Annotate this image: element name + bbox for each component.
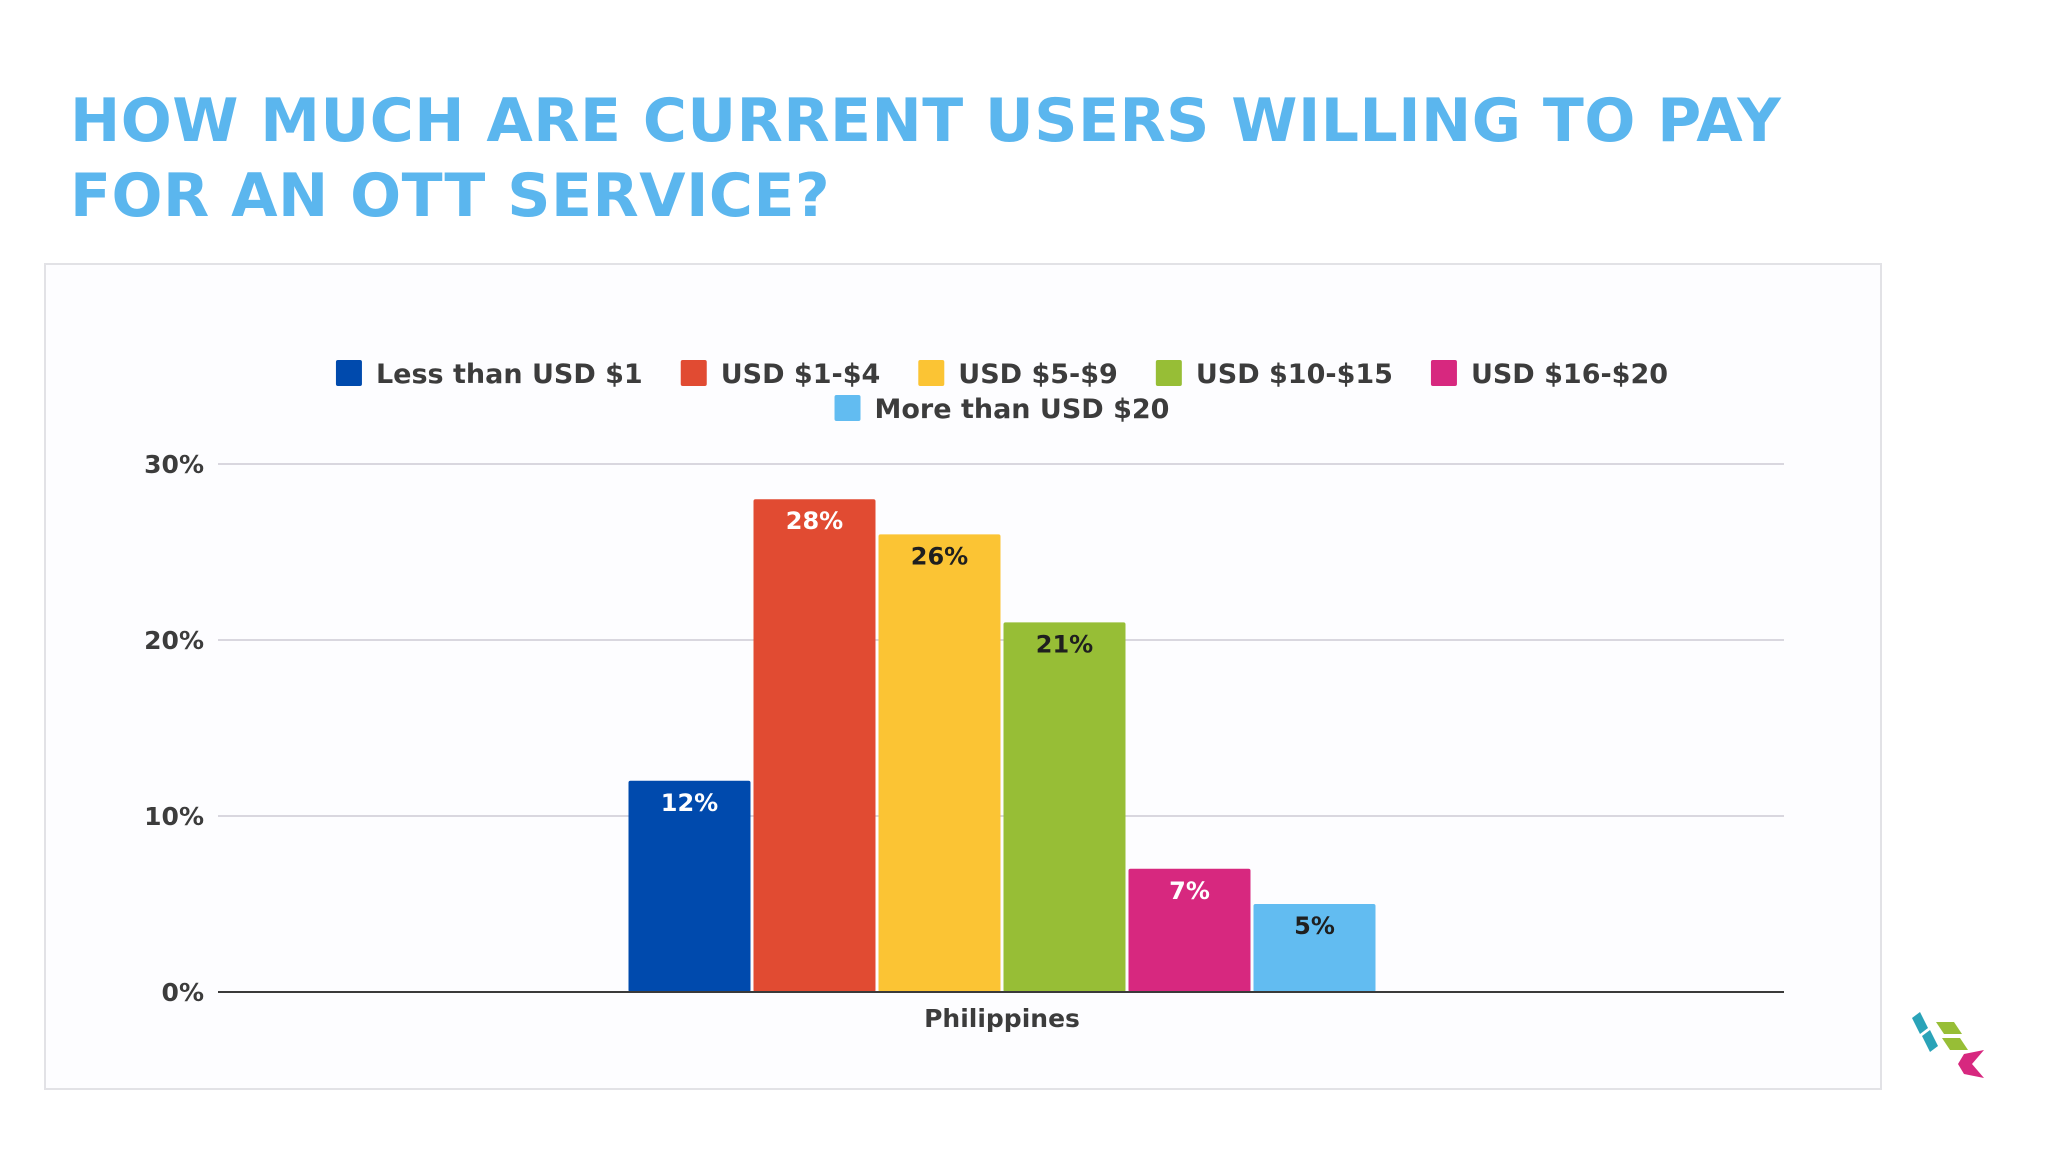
bars: 12% 28% 26% 21% 7% 5% (628, 499, 1376, 992)
bar-data-label: 7% (1169, 877, 1210, 905)
legend-label: USD $16-$20 (1471, 359, 1668, 390)
y-tick-label: 20% (144, 626, 204, 655)
bar-1 (628, 780, 751, 992)
bar-data-label: 5% (1294, 912, 1335, 940)
slide-title: HOW MUCH ARE CURRENT USERS WILLING TO PA… (70, 86, 1782, 231)
legend-label: Less than USD $1 (376, 359, 643, 390)
y-tick-label: 10% (144, 802, 204, 831)
legend-label: USD $5-$9 (958, 359, 1118, 390)
grid-lines (218, 463, 1784, 817)
bar-data-label: 28% (786, 507, 843, 535)
axes: 0% 10% 20% 30% Philippines (144, 450, 1784, 1033)
legend-swatch (1430, 360, 1457, 386)
legend-swatch (335, 360, 362, 386)
bar-6 (1253, 904, 1376, 992)
legend-label: More than USD $20 (875, 394, 1170, 425)
bar-4 (1003, 622, 1126, 992)
legend-swatch (918, 360, 945, 386)
y-tick-label: 30% (144, 450, 204, 479)
bar-data-label: 12% (661, 789, 718, 817)
legend-label: USD $1-$4 (721, 359, 881, 390)
bar-data-label: 21% (1036, 630, 1093, 658)
bar-data-label: 26% (911, 542, 968, 570)
legend-swatch (834, 395, 861, 421)
company-logo (1912, 1012, 1984, 1078)
legend-swatch (680, 360, 707, 386)
legend-swatch (1155, 360, 1182, 386)
bar-5 (1128, 868, 1251, 992)
y-tick-label: 0% (162, 978, 204, 1007)
x-category-label: Philippines (924, 1004, 1080, 1033)
bar-2 (753, 499, 876, 992)
bar-3 (878, 534, 1001, 992)
legend: Less than USD $1 USD $1-$4 USD $5-$9 USD $1… (335, 359, 1668, 425)
legend-label: USD $10-$15 (1196, 359, 1393, 390)
